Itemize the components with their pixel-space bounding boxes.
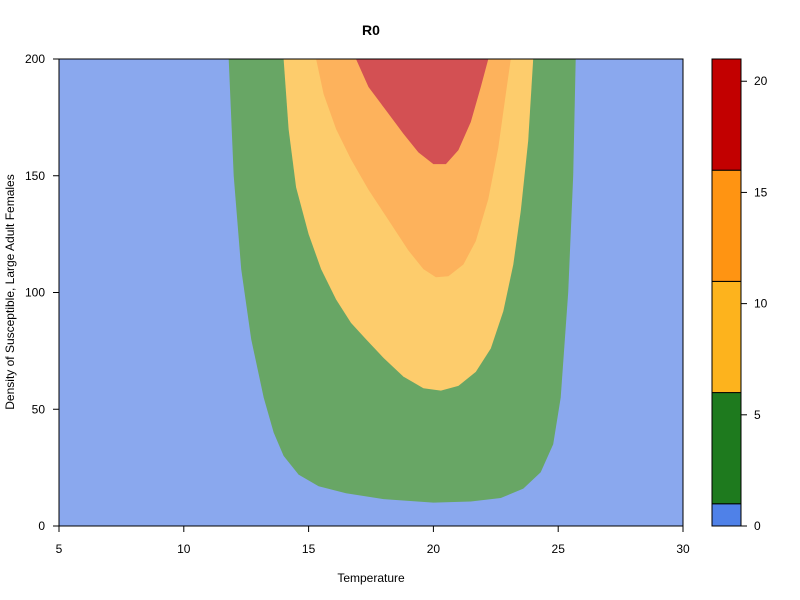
colorbar-level xyxy=(711,169,742,282)
y-tick-label: 0 xyxy=(38,519,45,533)
chart-title: R0 xyxy=(362,22,380,38)
colorbar-level xyxy=(711,503,742,527)
colorbar-level xyxy=(711,58,742,171)
x-tick-label: 20 xyxy=(427,542,441,556)
colorbar-tick-label: 5 xyxy=(754,408,761,422)
y-tick-label: 50 xyxy=(32,402,46,416)
axes: 5 10 15 20 25 30 0 50 100 150 200 xyxy=(25,52,690,556)
colorbar: 0 5 10 15 20 xyxy=(711,58,768,533)
colorbar-tick-label: 15 xyxy=(754,185,768,199)
colorbar-tick-label: 20 xyxy=(754,74,768,88)
y-tick-label: 100 xyxy=(25,286,45,300)
x-tick-label: 30 xyxy=(676,542,690,556)
x-tick-label: 10 xyxy=(177,542,191,556)
y-tick-label: 200 xyxy=(25,52,45,66)
plot-area xyxy=(58,58,684,527)
x-axis-title: Temperature xyxy=(337,571,405,585)
y-axis-title: Density of Susceptible, Large Adult Fema… xyxy=(3,174,17,409)
region-above-16 xyxy=(356,59,489,165)
y-tick-label: 150 xyxy=(25,169,45,183)
x-tick-label: 5 xyxy=(56,542,63,556)
colorbar-level xyxy=(711,280,742,394)
x-tick-label: 25 xyxy=(552,542,566,556)
colorbar-tick-label: 0 xyxy=(754,519,761,533)
x-tick-label: 15 xyxy=(302,542,316,556)
colorbar-tick-label: 10 xyxy=(754,297,768,311)
colorbar-level xyxy=(711,392,742,505)
